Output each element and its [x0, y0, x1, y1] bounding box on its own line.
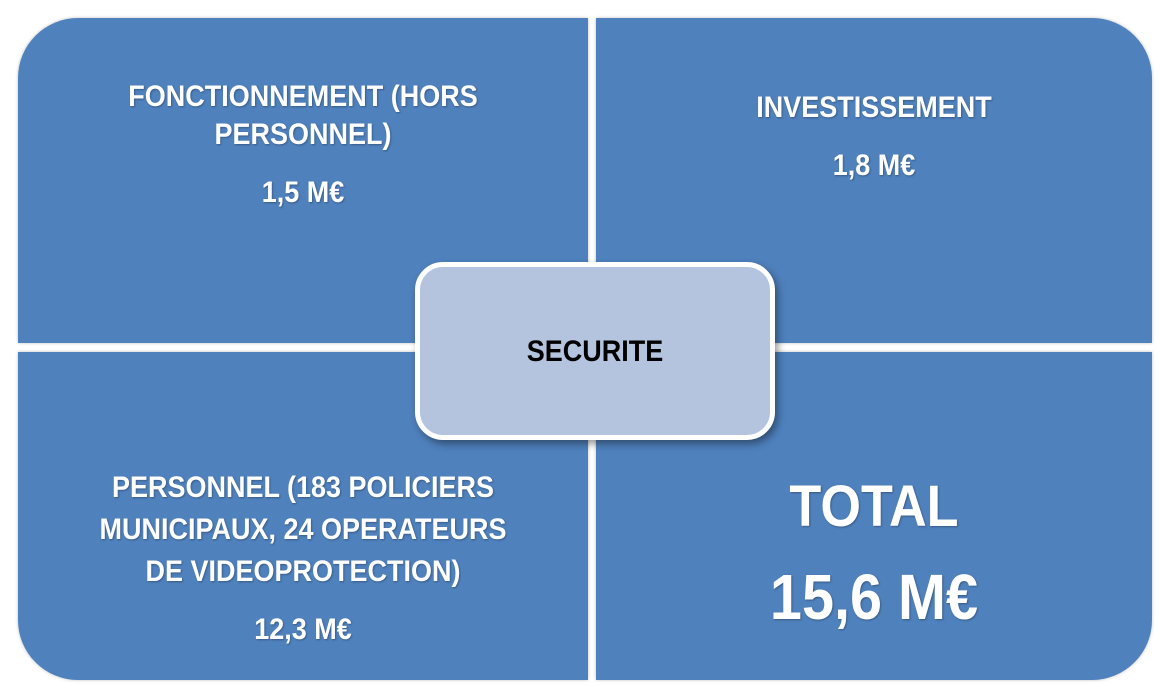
quadrant-title: PERSONNEL): [214, 117, 392, 151]
quadrant-title: FONCTIONNEMENT (HORS: [128, 79, 478, 113]
center-box: SECURITE: [415, 262, 775, 440]
quadrant-value: 1,5 M€: [261, 175, 345, 209]
quadrant-title: TOTAL: [789, 474, 959, 540]
quadrant-value: 15,6 M€: [769, 560, 979, 633]
quadrant-title: INVESTISSEMENT: [756, 90, 992, 124]
quadrant-title: PERSONNEL (183 POLICIERS: [111, 470, 495, 504]
quadrant-title: MUNICIPAUX, 24 OPERATEURS: [99, 512, 507, 546]
quadrant: FONCTIONNEMENT (HORS PERSONNEL) 1,5 M€: [18, 18, 588, 343]
quadrant-title: DE VIDEOPROTECTION): [145, 554, 461, 588]
quadrant: TOTAL 15,6 M€: [596, 352, 1152, 680]
quadrant-value: 12,3 M€: [254, 612, 352, 646]
center-label: SECURITE: [526, 335, 664, 368]
quadrant-value: 1,8 M€: [832, 148, 916, 182]
